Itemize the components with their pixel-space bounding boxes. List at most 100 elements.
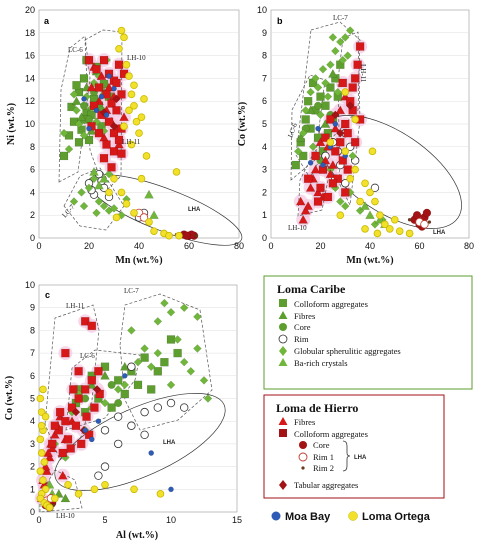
data-point-lc-rim: [341, 179, 350, 188]
data-point-lh-colloform: [328, 179, 338, 188]
data-point-lh-fibres: [96, 71, 107, 80]
data-point-lc-globular: [92, 208, 101, 218]
data-point-lc-ba: [149, 210, 159, 220]
data-point-ortega: [45, 503, 54, 512]
legend-localities: Moa Bay Loma Ortega: [271, 511, 431, 523]
data-point-lh-tabular: [336, 128, 345, 138]
data-point-lh-rim2: [407, 217, 412, 222]
annotation-lc7-b: LC-7: [333, 14, 348, 22]
data-point-lc-rim: [166, 398, 176, 408]
data-point-lc-globular: [301, 106, 310, 115]
data-point-lh-rim2: [427, 220, 432, 224]
data-point-lc-rim: [127, 362, 136, 371]
legend-label-lh-rim2: Rim 2: [313, 463, 334, 473]
panel-a: a LC-6 LH-10 LH-11 LC-7 LHA 024681012141…: [6, 5, 244, 266]
data-point-lc-rim: [100, 426, 110, 435]
data-point-lc-core: [79, 101, 88, 110]
legend-marker-lc-rim: [278, 334, 288, 344]
data-point-lc-ba: [94, 180, 104, 190]
data-point-ortega: [117, 26, 126, 35]
data-point-lh-colloform: [66, 444, 75, 453]
data-point-lh-colloform: [87, 376, 97, 385]
data-point-lc-fibres: [76, 112, 87, 121]
data-point-ortega: [385, 225, 394, 233]
panel-c: c LH-11 LC-7 LC-6 LHA LH-10 0 1 2 3 4 5 6 7 8 9 10…: [4, 280, 242, 541]
data-point-lh-colloform: [112, 78, 121, 88]
panel-label-b: b: [277, 16, 283, 26]
data-point-lc-rim: [370, 183, 380, 193]
data-point-lc-rim: [113, 439, 123, 449]
data-point-lh-colloform: [94, 128, 104, 138]
y-tick-label: 2: [30, 462, 35, 472]
x-tick-label: 20: [315, 241, 325, 251]
data-point-lc-colloform: [291, 160, 300, 170]
x-tick-label: 0: [268, 241, 273, 251]
legend-label-lh-rim1: Rim 1: [313, 452, 334, 462]
data-point-lh-rim2: [194, 233, 199, 238]
data-point-lh-fibres: [43, 448, 54, 457]
y-tick-label: 0: [30, 233, 35, 243]
y-tick-label: 5: [262, 119, 267, 129]
data-point-lc-globular: [109, 204, 119, 213]
data-point-lh-colloform: [112, 106, 121, 115]
data-point-lh-tabular: [92, 385, 102, 394]
data-point-lc-globular: [345, 26, 355, 35]
data-point-lc-globular: [72, 106, 81, 115]
data-point-lc-globular: [343, 51, 353, 60]
data-point-lc-globular: [146, 362, 156, 372]
data-point-lh-colloform: [323, 192, 333, 202]
y-tick-label: 0: [30, 507, 35, 517]
data-point-lc-globular: [89, 174, 99, 184]
data-point-ortega: [40, 458, 49, 466]
y-axis-label-c: Co (wt.%): [4, 376, 15, 420]
data-point-lh-fibres: [320, 155, 331, 165]
data-point-lh-colloform: [87, 321, 97, 331]
x-tick-label: 40: [365, 241, 375, 251]
data-point-lh-colloform: [94, 367, 103, 376]
data-point-lc-globular: [340, 33, 350, 42]
envelope-lc6-c: [65, 349, 141, 431]
data-point-ortega: [351, 165, 359, 174]
data-point-lh-fibres: [119, 112, 129, 121]
y-tick-label: 2: [262, 187, 267, 197]
data-point-ortega: [36, 467, 45, 475]
data-point-lc-fibres: [60, 493, 71, 503]
data-point-lc-globular: [84, 183, 94, 193]
data-point-lh-colloform: [321, 133, 330, 142]
data-point-lh-colloform: [84, 55, 94, 65]
data-point-lc-colloform: [298, 151, 308, 161]
legend-marker-ortega: [348, 511, 358, 521]
data-point-lc-ba: [89, 166, 99, 176]
data-point-lc-fibres: [295, 132, 306, 142]
data-point-lc-globular: [173, 335, 182, 344]
data-point-lh-colloform: [74, 367, 83, 376]
data-point-lh-colloform: [341, 188, 350, 197]
data-point-lh-colloform: [331, 147, 340, 156]
y-tick-label: 2: [30, 210, 35, 220]
data-point-lh-colloform: [343, 165, 352, 174]
data-point-ortega: [36, 394, 45, 403]
data-point-lh-fibres: [310, 164, 321, 174]
data-point-lh-colloform: [303, 174, 313, 183]
data-point-lh-colloform: [63, 435, 73, 444]
data-point-lh-colloform: [69, 385, 78, 394]
annotation-lh10-c: LH-10: [56, 512, 75, 520]
legend-label-lc-colloform: Colloform aggregates: [294, 299, 368, 309]
data-point-lc-globular: [311, 74, 320, 83]
y-tick-label: 4: [30, 187, 35, 197]
legend-label-lc-core: Core: [294, 322, 311, 332]
data-point-lc-colloform: [79, 74, 89, 83]
data-point-ortega: [140, 95, 148, 103]
data-point-ortega: [351, 115, 359, 124]
annotation-lha-c: LHA: [163, 440, 176, 446]
data-point-ortega: [381, 220, 389, 229]
legend-brace: [342, 440, 351, 472]
x-tick-label: 20: [84, 241, 94, 251]
data-point-ortega: [122, 200, 131, 208]
data-point-ortega: [326, 138, 335, 147]
data-point-lc-globular: [193, 312, 202, 322]
data-point-lc-rim: [100, 462, 110, 471]
data-point-lc-globular: [160, 298, 169, 308]
data-point-lc-colloform: [160, 357, 169, 367]
